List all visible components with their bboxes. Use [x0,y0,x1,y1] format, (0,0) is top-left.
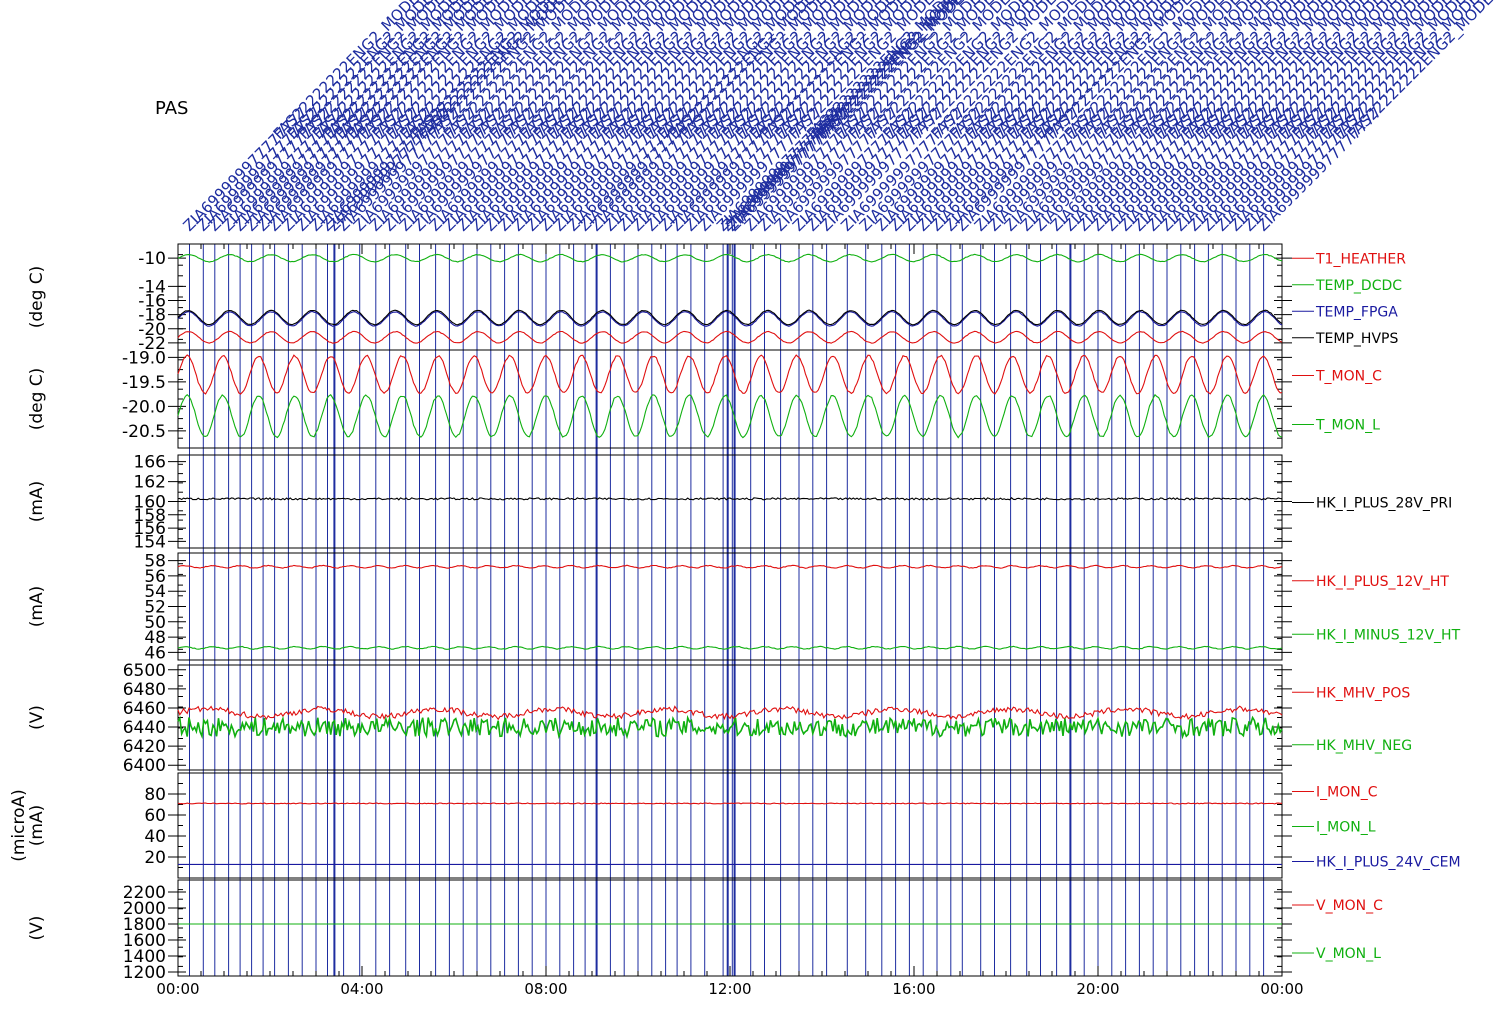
legend-label: T1_HEATHER [1315,251,1406,267]
panel-1: -10 -14-16-18-20-22 (deg C) T1_HEATHER TEMP_… [27,243,1406,354]
legend-label: TEMP_HVPS [1315,331,1398,347]
y-tick-label: -20 [138,320,166,340]
y-tick-label: 40 [144,827,166,847]
x-tick-label: 00:00 [156,980,199,998]
panel-layer: -10 -14-16-18-20-22 (deg C) T1_HEATHER TEMP_… [9,243,1461,983]
y-tick-label: 56 [144,567,166,587]
time-axis: 00:00 04:00 08:00 12:00 16:00 20:00 00:00 [156,244,1304,998]
y-tick-label: 166 [134,453,166,473]
series-line [177,497,1283,501]
legend-label: V_MON_C [1316,898,1383,914]
y-tick-label: 46 [144,643,166,663]
y-tick-label: 6500 [123,661,166,681]
y-tick-label: 6440 [123,718,166,738]
x-tick-label: 08:00 [524,980,567,998]
x-tick-label: 20:00 [1076,980,1119,998]
y-tick-label: -16 [138,292,166,312]
y-tick-label: -20.5 [122,422,166,442]
y-tick-label: -22 [138,334,166,354]
series-line [177,310,1283,327]
y-tick-label: 154 [134,532,166,552]
y-tick-label: 58 [144,552,166,572]
series-line [177,354,1283,395]
series-line [177,330,1283,344]
y-tick-label: 2000 [123,899,166,919]
legend-label: TEMP_DCDC [1315,278,1402,294]
y-tick-label: 20 [144,848,166,868]
y-tick-label: 1200 [123,963,166,983]
legend-label: HK_I_PLUS_24V_CEM [1316,855,1461,871]
legend-label: I_MON_L [1316,820,1376,836]
legend-label: HK_I_MINUS_12V_HT [1316,627,1461,643]
y-tick-label: 156 [134,519,166,539]
y-tick-label: 2200 [123,883,166,903]
y-tick-label: 1800 [123,915,166,935]
legend-label: I_MON_C [1316,785,1378,801]
y-axis-label: (deg C) [27,368,47,431]
legend-label: HK_I_PLUS_12V_HT [1316,574,1449,590]
y-tick-label: 1600 [123,931,166,951]
y-tick-label: 158 [134,506,166,526]
x-tick-label: 12:00 [708,980,751,998]
y-axis-label: (mA) [27,481,47,522]
series-line [177,253,1283,263]
y-axis-label: (deg C) [27,266,47,329]
y-tick-label: -10 [138,249,166,269]
y-axis-label: (mA) [27,805,47,846]
y-axis-label: (mA) [27,586,47,627]
event-label-layer: ZIA699999977777777FAS22222222ENG2_MODEZI… [180,0,1498,235]
y-tick-label: 160 [134,493,166,513]
y-tick-label: 6400 [123,756,166,776]
legend-label: HK_MHV_NEG [1316,738,1412,754]
x-tick-label: 04:00 [340,980,383,998]
legend-label: HK_I_PLUS_28V_PRI [1316,496,1452,512]
legend-label: T_MON_L [1315,418,1380,434]
x-tick-label: 00:00 [1260,980,1303,998]
chart-title: PAS [155,98,189,119]
y-tick-label: -14 [138,277,166,297]
y-tick-label: 1400 [123,947,166,967]
y-tick-label: 50 [144,613,166,633]
y-axis-label: (V) [27,705,47,730]
y-tick-label: 6460 [123,699,166,719]
series-line [177,714,1283,740]
y-tick-label: 162 [134,473,166,493]
y-axis-label-secondary: (microA) [9,789,29,862]
y-tick-label: -18 [138,306,166,326]
legend-label: TEMP_FPGA [1315,304,1398,320]
legend-label: V_MON_L [1316,946,1381,962]
series-line [177,645,1283,650]
y-tick-label: -19.0 [122,348,166,368]
x-tick-label: 16:00 [892,980,935,998]
y-tick-label: 48 [144,628,166,648]
legend-label: T_MON_C [1315,369,1382,385]
y-tick-label: 52 [144,598,166,618]
y-tick-label: 6480 [123,680,166,700]
series-line [177,393,1283,439]
series-line [177,705,1283,721]
series-line [177,564,1283,569]
y-tick-label: 6420 [123,737,166,757]
series-line [177,309,1283,326]
y-tick-label: 60 [144,806,166,826]
y-tick-label: 54 [144,582,166,602]
y-tick-label: 80 [144,785,166,805]
y-tick-label: -19.5 [122,373,166,393]
y-tick-label: -20.0 [122,397,166,417]
series-line [177,802,1282,805]
event-line-layer [189,244,1265,976]
panel-2: -19.0 -19.5 -20.0 -20.5 (deg C) T_MON_C T_MON_… [27,348,1382,449]
legend-label: HK_MHV_POS [1316,685,1410,701]
y-axis-label: (V) [27,916,47,941]
